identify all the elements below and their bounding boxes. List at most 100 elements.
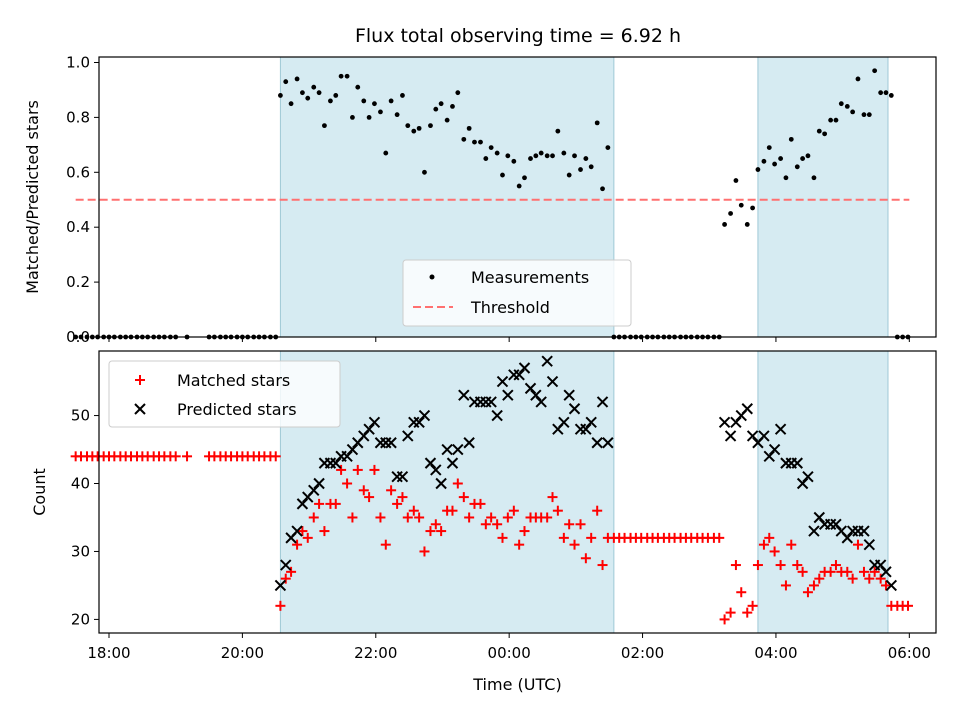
predicted-point [346, 443, 359, 456]
matched-point [597, 560, 608, 571]
measurement-point [400, 93, 405, 98]
top-y-tick-label: 1.0 [66, 53, 90, 71]
predicted-point [280, 559, 292, 571]
measurement-point [350, 114, 355, 120]
matched-point [542, 512, 553, 523]
x-axis-label: Time (UTC) [472, 675, 561, 694]
predicted-point [308, 484, 320, 497]
top-panel: 0.0 0.2 0.4 0.6 0.8 1.0 Matched/Predicted sta… [23, 53, 937, 346]
predicted-point [724, 430, 737, 442]
matched-point [719, 614, 730, 625]
measurement-point [294, 76, 300, 82]
predicted-point [330, 457, 342, 469]
predicted-point-d2 [485, 396, 497, 408]
predicted-point-d2 [796, 477, 809, 490]
measurement-point [566, 172, 572, 178]
measurement-point [433, 106, 439, 112]
bottom-y-tick-label: 50 [71, 407, 90, 425]
top-y-ticks: 0.0 0.2 0.4 0.6 0.8 1.0 [66, 53, 99, 346]
measurement-point [366, 114, 372, 120]
predicted-point [591, 437, 603, 449]
matched-point [486, 512, 497, 523]
matched-point [519, 526, 530, 537]
measurement-point [372, 101, 377, 107]
matched-point [814, 573, 825, 584]
matched-point [775, 560, 786, 571]
predicted-point [413, 416, 425, 429]
matched-point [858, 566, 869, 577]
measurement-point [522, 175, 527, 181]
predicted-point-d2 [346, 443, 359, 456]
top-legend-box [402, 259, 632, 327]
predicted-point [858, 525, 870, 537]
matched-point [714, 532, 725, 543]
measurement-point [322, 123, 327, 129]
matched-point [358, 485, 369, 496]
measurement-point [428, 123, 433, 129]
predicted-point [774, 423, 787, 435]
measurement-point [822, 131, 828, 137]
matched-point [780, 580, 791, 591]
predicted-point-d2 [808, 525, 820, 537]
predicted-point-d2 [813, 511, 825, 524]
predicted-point-d2 [308, 484, 320, 497]
predicted-point [563, 389, 575, 401]
predicted-star-points [274, 355, 898, 592]
matched-point [302, 532, 313, 543]
measurement-point [550, 153, 555, 159]
measurement-point [416, 125, 422, 131]
predicted-point-d2 [718, 416, 731, 429]
measurement-point [594, 120, 600, 126]
measurement-point [755, 167, 761, 172]
matched-star-points [70, 451, 913, 625]
shaded-interval [757, 56, 889, 338]
predicted-point [291, 525, 303, 537]
matched-point [369, 464, 380, 475]
predicted-point-d2 [602, 437, 614, 449]
predicted-point [402, 430, 414, 442]
measurement-point [505, 153, 511, 159]
predicted-point-d2 [385, 437, 397, 449]
measurement-point [488, 145, 494, 150]
measurement-point [388, 98, 394, 104]
measurement-point [555, 128, 561, 134]
measurement-point [805, 153, 811, 159]
x-tick-label: 04:00 [754, 644, 797, 662]
measurement-point [811, 175, 817, 181]
measurement-point [278, 93, 283, 98]
matched-point [880, 580, 891, 591]
matched-point [375, 512, 386, 523]
predicted-point [863, 538, 876, 551]
predicted-point [718, 416, 731, 429]
matched-point [786, 539, 797, 550]
predicted-point-d2 [863, 538, 876, 551]
matched-point [275, 600, 286, 611]
measurement-points [73, 68, 911, 340]
measurement-point [361, 98, 367, 104]
bottom-shaded-intervals [279, 350, 889, 634]
measurement-point [766, 145, 772, 150]
predicted-point [541, 355, 553, 367]
matched-point [352, 464, 363, 475]
predicted-point-d2 [763, 450, 775, 463]
matched-point [342, 478, 353, 489]
matched-point [547, 492, 558, 503]
matched-point [825, 566, 836, 577]
matched-point [297, 526, 308, 537]
bottom-panel: 20 30 40 50 18:00 20:00 22:00 00:00 02:00 04:00 0… [30, 350, 937, 694]
predicted-point [385, 437, 397, 449]
measurement-point [73, 334, 79, 340]
top-y-tick-label: 0.0 [66, 328, 90, 346]
predicted-point-d2 [580, 423, 592, 435]
x-tick-label: 02:00 [621, 644, 664, 662]
x-tick-label: 06:00 [888, 644, 931, 662]
measurement-point [861, 112, 867, 118]
measurement-point [538, 150, 544, 156]
predicted-point-d2 [502, 389, 514, 401]
matched-point [436, 526, 447, 537]
predicted-point-d2 [874, 559, 887, 571]
predicted-point [741, 403, 753, 415]
matched-point [569, 539, 580, 550]
measurement-point [483, 156, 489, 161]
top-y-tick-label: 0.8 [66, 108, 90, 126]
